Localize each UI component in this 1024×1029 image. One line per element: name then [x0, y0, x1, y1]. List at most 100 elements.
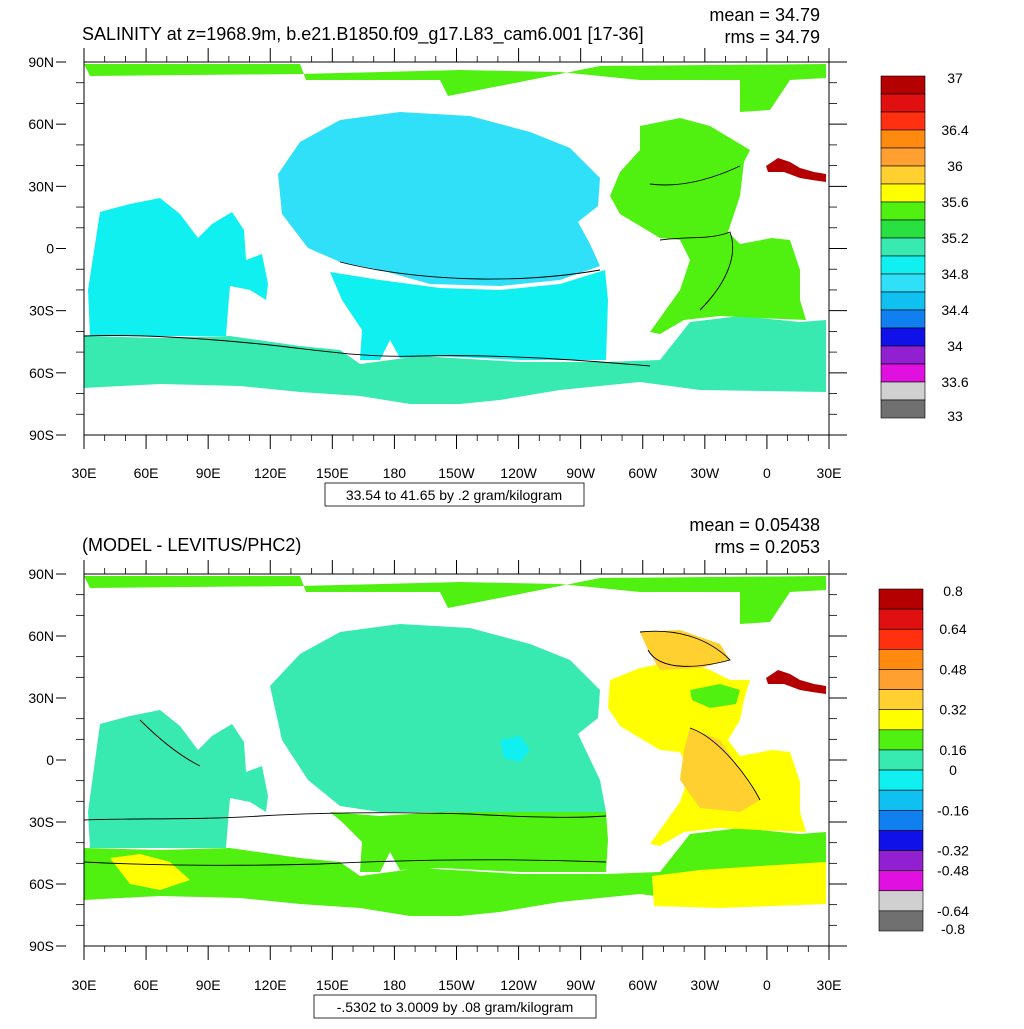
colorbar-label: -0.64 — [937, 903, 969, 919]
colorbar-label: 0.8 — [943, 583, 963, 599]
longitude-label: 150W — [438, 465, 475, 481]
anomaly-patch — [110, 854, 190, 890]
longitude-label: 150E — [316, 977, 349, 993]
latitude-label: 0 — [46, 752, 54, 768]
colorbar-label: 34.4 — [941, 302, 968, 318]
contour-line — [339, 261, 601, 280]
colorbar-label: 37 — [947, 70, 963, 86]
latitude-label: 90N — [28, 54, 54, 70]
region-indian-ocean — [88, 710, 268, 848]
longitude-label: 60W — [628, 465, 658, 481]
colorbar-label: 0.16 — [939, 742, 966, 758]
contour-lines — [83, 165, 741, 367]
longitude-label: 180 — [383, 977, 407, 993]
colorbar-swatch — [880, 183, 926, 203]
region-southern-ocean — [84, 316, 826, 404]
colorbar-swatch — [880, 111, 926, 131]
region-arctic — [84, 576, 826, 624]
latitude-label: 90N — [28, 566, 54, 582]
region-mediterranean — [766, 670, 826, 694]
colorbar-swatch — [880, 237, 926, 257]
mean-value: mean = 34.79 — [709, 5, 820, 25]
colorbar-label: 35.6 — [941, 194, 968, 210]
colorbar: 37 36.4 36 35.6 35.2 34.8 34.4 34 33.6 33 — [880, 70, 969, 424]
colorbar-label: 33.6 — [941, 374, 968, 390]
region-north-pacific — [278, 112, 600, 286]
region-mediterranean — [766, 158, 826, 182]
latitude-label: 90S — [29, 938, 54, 954]
colorbar-label: 0.64 — [939, 621, 966, 637]
anomaly-patch — [652, 862, 826, 908]
longitude-label: 90W — [566, 465, 596, 481]
mean-value: mean = 0.05438 — [689, 515, 820, 535]
region-southern-ocean — [84, 828, 826, 916]
axis-ticks — [56, 48, 847, 449]
colorbar-swatch — [878, 809, 924, 831]
colorbar-swatch — [878, 890, 924, 912]
latitude-label: 60S — [29, 876, 54, 892]
colorbar-swatch — [878, 649, 924, 670]
anomaly-patch — [680, 728, 760, 812]
longitude-label: 30E — [72, 977, 97, 993]
latitude-label: 60S — [29, 365, 54, 381]
longitude-label: 0 — [763, 465, 771, 481]
colorbar-label: -0.32 — [937, 843, 969, 859]
colorbar-label: -0.16 — [937, 802, 969, 818]
latitude-label: 60N — [28, 116, 54, 132]
colorbar-label: 33 — [947, 408, 963, 424]
colorbar-swatch — [880, 147, 926, 167]
latitude-labels: 90N 60N 30N 0 30S 60S 90S — [28, 54, 54, 443]
contour-line — [649, 165, 741, 186]
axis-ticks — [56, 560, 847, 960]
colorbar-swatch — [880, 291, 926, 311]
longitude-label: 30E — [817, 465, 842, 481]
longitude-label: 30W — [690, 977, 720, 993]
range-label-box — [313, 994, 597, 1019]
longitude-label: 120E — [254, 977, 287, 993]
colorbar-swatch — [880, 309, 926, 329]
contour-line — [83, 812, 607, 821]
longitude-label: 0 — [763, 977, 771, 993]
rms-value: rms = 34.79 — [724, 27, 820, 47]
colorbar-swatch — [878, 850, 924, 871]
longitude-label: 150E — [316, 465, 349, 481]
longitude-label: 180 — [383, 465, 407, 481]
latitude-label: 90S — [29, 427, 54, 443]
longitude-label: 60E — [134, 977, 159, 993]
colorbar-label: 0.32 — [939, 702, 966, 718]
longitude-label: 90E — [196, 465, 221, 481]
colorbar-label: -0.48 — [937, 863, 969, 879]
map-area — [56, 48, 847, 449]
longitude-label: 120W — [500, 977, 537, 993]
colorbar-swatch — [878, 669, 924, 690]
colorbar-label: 35.2 — [941, 230, 968, 246]
latitude-label: 30N — [28, 178, 54, 194]
longitude-labels: 30E 60E 90E 120E 150E 180 150W 120W 90W 60W 30W 0 30… — [72, 465, 842, 481]
colorbar-label: 34 — [947, 338, 963, 354]
colorbar-swatch — [880, 93, 926, 113]
longitude-labels: 30E 60E 90E 120E 150E 180 150W 120W 90W 60W 30W 0 30… — [72, 977, 842, 993]
latitude-label: 60N — [28, 628, 54, 644]
colorbar-swatch — [880, 345, 926, 365]
contour-line — [83, 859, 607, 866]
colorbar-swatch — [878, 789, 924, 811]
anomaly-patch — [500, 736, 530, 762]
region-arctic — [84, 64, 826, 112]
longitude-label: 30E — [817, 977, 842, 993]
region-south-pacific — [330, 812, 608, 872]
longitude-label: 30W — [690, 465, 720, 481]
contour-line — [139, 719, 201, 767]
latitude-label: 0 — [46, 241, 54, 257]
colorbar-swatch — [878, 689, 924, 711]
longitude-label: 90W — [566, 977, 596, 993]
longitude-label: 60W — [628, 977, 658, 993]
latitude-labels: 90N 60N 30N 0 30S 60S 90S — [28, 566, 54, 954]
region-indian-ocean — [88, 198, 268, 336]
anomaly-patch — [690, 684, 740, 708]
colorbar-label: 0.48 — [939, 661, 966, 677]
colorbar-swatch — [880, 75, 926, 95]
ocean-fill — [84, 64, 826, 404]
colorbar-label: 36.4 — [941, 122, 968, 138]
panel-title: (MODEL - LEVITUS/PHC2) — [82, 535, 301, 555]
latitude-label: 30S — [29, 814, 54, 830]
